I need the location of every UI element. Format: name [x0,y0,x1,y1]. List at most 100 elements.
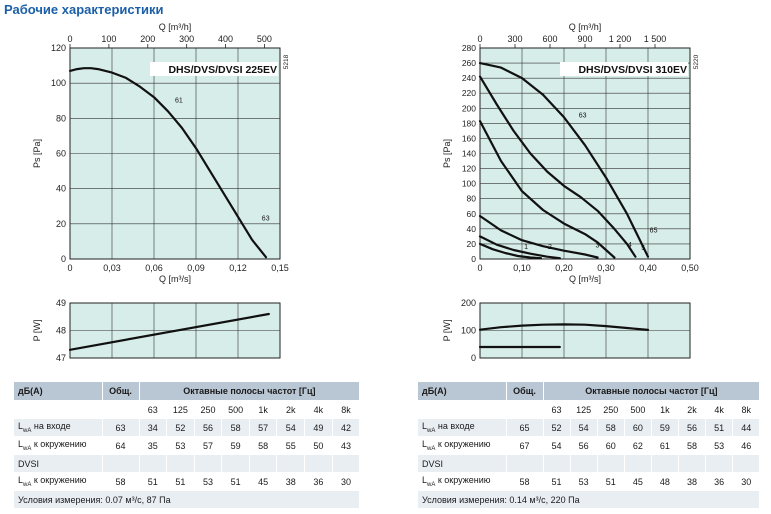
table-cell: 51 [705,418,734,437]
band-empty [102,400,140,419]
band-row: 63 125 250 500 1k 2k 4k 8k [14,400,361,419]
table-cell [678,454,707,473]
table-cell: 30 [732,472,761,491]
band-label: 250 [597,400,625,419]
y-tick-label: 100 [51,78,66,88]
table-row: DVSI [14,454,361,473]
y-tick-label: 120 [51,43,66,53]
table-cell [624,454,652,473]
table-cell [597,454,625,473]
table-cell [651,454,679,473]
table-cell [139,454,168,473]
y-tick-label: 100 [462,179,476,189]
table-footer: Условия измерения: 0.14 м³/с, 220 Па [418,490,761,509]
table-cell: 58 [249,436,278,455]
table-cell: 51 [597,472,625,491]
table-cell: 56 [570,436,598,455]
y-tick-label: 100 [461,326,476,336]
band-label: 2k [276,400,306,419]
curve-label: 4 [628,242,632,249]
y-tick-label: 0 [61,254,66,264]
table-cell [705,454,734,473]
table-cell [732,454,761,473]
band-label: 125 [570,400,598,419]
table-cell: 30 [332,472,361,491]
x-top-tick-label: 1 200 [609,34,632,44]
y-tick-label: 160 [462,133,476,143]
row-label: LwA на входе [14,418,103,437]
table-row: LwA к окружению 58 51 53 51 45 48 38 36 30 [418,472,761,491]
chart-code: 5218 [283,54,290,69]
table-cell: 58 [102,472,140,491]
table-cell: 57 [194,436,223,455]
x-top-tick-label: 100 [101,34,116,44]
table-cell [102,454,140,473]
table-row: LwA к окружению 64 35 53 57 59 58 55 50 43 [14,436,361,455]
table-cell: 52 [166,418,195,437]
table-cell [543,454,571,473]
x-top-tick-label: 0 [67,34,72,44]
header-unit: дБ(A) [14,382,103,401]
table-cell [194,454,223,473]
row-label: DVSI [418,454,507,473]
page-title: Рабочие характеристики [4,2,164,17]
table-cell: 64 [102,436,140,455]
y-axis-label: P [W] [442,320,452,342]
table-cell: 59 [651,418,679,437]
model-label-bg [560,62,688,76]
table-cell: 48 [651,472,679,491]
y-tick-label: 140 [462,149,476,159]
table-row: LwA к окружению 58 51 51 53 51 45 38 36 30 [14,472,361,491]
table-cell: 36 [705,472,734,491]
table-cell: 45 [624,472,652,491]
y-tick-label: 220 [462,88,476,98]
band-label: 8k [332,400,361,419]
band-empty [418,400,507,419]
y-tick-label: 47 [56,353,66,363]
table-cell: 42 [332,418,361,437]
y-tick-label: 200 [462,103,476,113]
table-cell: 51 [221,472,250,491]
table-cell: 53 [570,472,598,491]
curve-label: 61 [175,98,183,105]
curve-label: 3 [596,243,600,250]
measurement-conditions: Условия измерения: 0.07 м³/с, 87 Па [14,490,361,509]
x-tick-label: 0,12 [229,263,247,273]
series-line-0 [68,67,268,259]
band-empty [506,400,544,419]
x-tick-label: 0,30 [597,263,615,273]
x-top-tick-label: 600 [542,34,557,44]
model-label-bg [150,62,278,76]
x-tick-label: 0,20 [555,263,573,273]
table-cell: 36 [304,472,333,491]
table-cell: 51 [139,472,168,491]
table-cell: 51 [543,472,571,491]
table-cell: 53 [705,436,734,455]
y-tick-label: 240 [462,73,476,83]
table-cell: 56 [678,418,707,437]
x-tick-label: 0,09 [187,263,205,273]
table-cell [506,454,544,473]
x-tick-label: 0,50 [681,263,699,273]
band-label: 125 [166,400,195,419]
table-cell: 45 [249,472,278,491]
table-cell: 49 [304,418,333,437]
band-label: 63 [139,400,168,419]
series-line-4 [478,235,561,260]
table-cell: 67 [506,436,544,455]
y-axis-label: Ps [Pa] [32,139,42,168]
x-top-tick-label: 200 [140,34,155,44]
series-line-3 [478,214,599,259]
header-total: Общ. [102,382,140,401]
y-tick-label: 120 [462,164,476,174]
table-cell: 58 [678,436,707,455]
table-cell: 35 [139,436,168,455]
table-cell: 38 [276,472,306,491]
table-cell: 59 [221,436,250,455]
y-tick-label: 280 [462,43,476,53]
band-label: 2k [678,400,707,419]
y-tick-label: 48 [56,326,66,336]
table-cell [166,454,195,473]
x-top-tick-label: 300 [179,34,194,44]
table-cell [221,454,250,473]
